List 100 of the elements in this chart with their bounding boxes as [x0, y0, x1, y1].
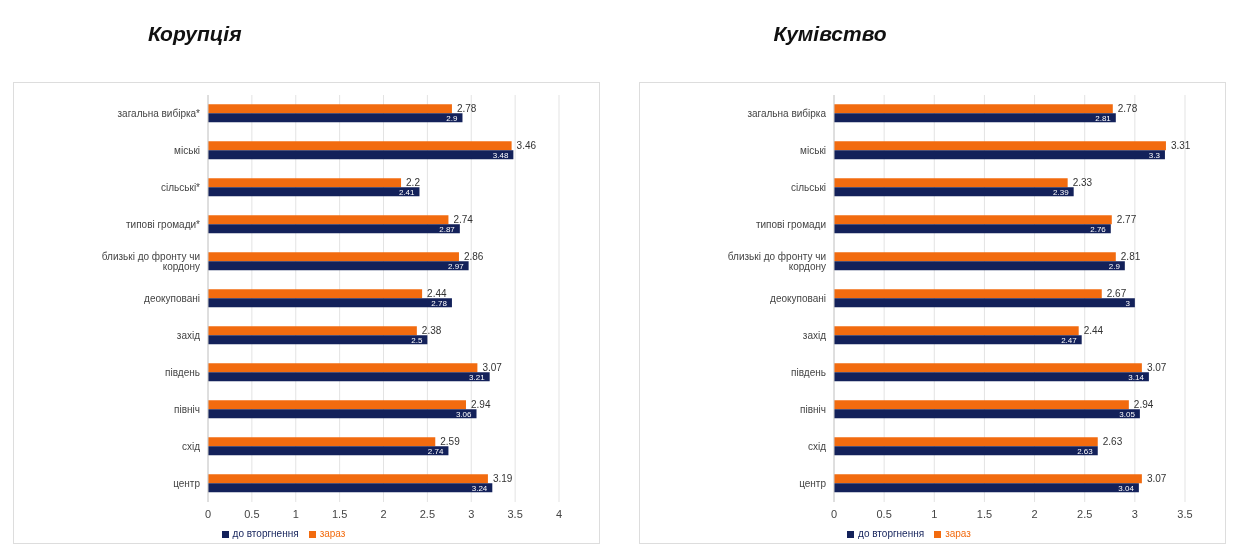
data-label: 2.63 [1076, 446, 1093, 456]
bar [833, 446, 1098, 456]
y-tick-label: близькі до фронту чи кордону [727, 251, 826, 273]
data-label: 3.19 [492, 473, 513, 485]
legend-label: зараз [319, 528, 346, 539]
bar [208, 409, 477, 419]
data-label: 2.5 [411, 335, 423, 345]
x-tick-label: 1.5 [331, 507, 348, 520]
bar [833, 178, 1068, 188]
bar [833, 104, 1113, 114]
y-tick-label: центр [798, 478, 826, 490]
bar [833, 437, 1098, 447]
x-tick-label: 2.5 [419, 507, 436, 520]
data-label: 2.44 [1083, 325, 1104, 337]
x-tick-label: 1.5 [976, 507, 992, 520]
data-label: 2.94 [470, 399, 491, 411]
bar [833, 363, 1142, 373]
data-label: 3.05 [1118, 409, 1135, 419]
data-label: 2.74 [453, 214, 474, 226]
x-tick-label: 3.5 [507, 507, 523, 520]
x-tick-label: 1 [930, 507, 937, 520]
bar [833, 224, 1111, 234]
bar [208, 289, 423, 299]
data-label: 2.67 [1106, 288, 1127, 300]
x-tick-label: 3 [1131, 507, 1138, 520]
y-tick-label: загальна вибірка* [117, 108, 201, 120]
data-label: 2.9 [1108, 261, 1120, 271]
x-tick-label: 1 [292, 507, 299, 520]
data-label: 2.87 [439, 224, 456, 234]
data-label: 3.3 [1148, 150, 1160, 160]
data-label: 2.77 [1116, 214, 1137, 226]
x-tick-label: 2.5 [1076, 507, 1092, 520]
data-label: 3.04 [1117, 483, 1134, 493]
bar [208, 113, 463, 123]
data-label: 3.07 [1146, 473, 1167, 485]
bar [833, 252, 1116, 262]
bar [208, 446, 449, 456]
data-label: 2.74 [427, 446, 444, 456]
bar [208, 437, 436, 447]
y-tick-label: північ [799, 404, 826, 416]
y-tick-label: загальна вибірка [746, 108, 826, 120]
bar [833, 298, 1135, 308]
legend-label: зараз [945, 528, 971, 539]
data-label: 3.24 [471, 483, 488, 493]
bar [208, 483, 493, 493]
bar [208, 298, 452, 308]
y-tick-label: схід [181, 441, 201, 453]
bar [208, 474, 488, 484]
data-label: 2.39 [1052, 187, 1069, 197]
data-label: 3 [1124, 298, 1130, 308]
bar [208, 372, 490, 382]
data-label: 3.07 [1146, 362, 1167, 374]
bar [833, 187, 1074, 197]
bar [833, 483, 1139, 493]
y-tick-label: сільські [790, 182, 826, 194]
legend-label: до вторгнення [232, 528, 299, 539]
bar [208, 261, 469, 271]
bar [208, 224, 460, 234]
data-label: 2.38 [421, 325, 442, 337]
x-tick-label: 0.5 [244, 507, 260, 520]
y-tick-label: південь [165, 367, 200, 379]
x-tick-label: 0.5 [875, 507, 892, 520]
data-label: 2.9 [446, 113, 459, 123]
bar [833, 372, 1149, 382]
chart-title: Корупція [147, 21, 243, 47]
bar [833, 215, 1112, 225]
x-tick-label: 4 [555, 507, 563, 520]
data-label: 2.63 [1102, 436, 1123, 448]
data-label: 2.76 [1089, 224, 1106, 234]
data-label: 3.07 [482, 362, 503, 374]
y-tick-label: типові громади* [126, 219, 201, 231]
y-tick-label: деокуповані [144, 293, 200, 305]
data-label: 2.44 [427, 288, 448, 300]
bar [833, 409, 1140, 419]
bar [833, 150, 1165, 160]
bar [208, 252, 459, 262]
data-label: 2.81 [1120, 251, 1141, 263]
data-label: 2.86 [463, 251, 484, 263]
x-tick-label: 3 [468, 507, 475, 520]
y-tick-label: близькі до фронту чи кордону [101, 251, 200, 273]
bar [833, 261, 1125, 271]
y-tick-label: захід [802, 330, 826, 342]
y-tick-label: міські [174, 145, 200, 157]
y-tick-label: деокуповані [769, 293, 826, 305]
y-tick-label: міські [799, 145, 826, 157]
data-label: 3.48 [492, 150, 509, 160]
data-label: 3.06 [455, 409, 473, 419]
data-label: 2.47 [1060, 335, 1077, 345]
bar [208, 335, 428, 345]
y-tick-label: захід [176, 330, 201, 342]
bar [208, 400, 466, 410]
data-label: 2.97 [448, 261, 465, 271]
data-label: 2.78 [1117, 103, 1138, 115]
bar [833, 326, 1079, 336]
x-tick-label: 3.5 [1176, 507, 1193, 520]
data-label: 3.46 [516, 140, 537, 152]
data-label: 2.78 [431, 298, 448, 308]
data-label: 2.33 [1072, 177, 1093, 189]
y-tick-label: південь [790, 367, 826, 379]
y-tick-label: сільські* [161, 182, 201, 194]
